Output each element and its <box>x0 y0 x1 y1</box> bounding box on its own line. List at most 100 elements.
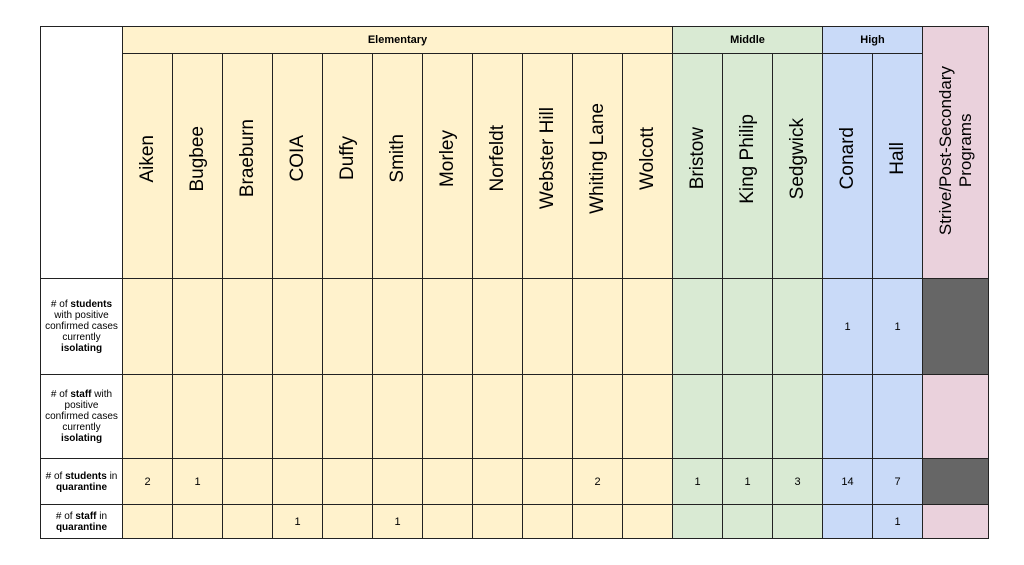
value-cell <box>322 504 373 539</box>
school-header-conard: Conard <box>822 53 873 279</box>
value-cell <box>672 374 723 459</box>
school-header-bristow: Bristow <box>672 53 723 279</box>
value-cell: 1 <box>822 278 873 375</box>
programs-cell <box>922 374 989 459</box>
school-label: King Philip <box>736 113 758 204</box>
value-cell <box>472 278 523 375</box>
school-header-wolcott: Wolcott <box>622 53 673 279</box>
value-cell: 1 <box>872 504 923 539</box>
school-header-aiken: Aiken <box>122 53 173 279</box>
value-cell: 1 <box>172 458 223 505</box>
row-label-part: in <box>99 510 108 522</box>
row-label-part: with positive confirmed cases currently <box>45 389 118 433</box>
school-header-morley: Morley <box>422 53 473 279</box>
value-cell <box>822 374 873 459</box>
value-cell: 2 <box>572 458 623 505</box>
school-label: Bristow <box>686 127 708 190</box>
value-cell <box>422 278 473 375</box>
school-label: Hall <box>886 142 908 175</box>
value-cell <box>322 458 373 505</box>
school-header-hall: Hall <box>872 53 923 279</box>
value-cell <box>472 504 523 539</box>
table-row: # of students in quarantine 2 1 2 1 1 3 14 7 <box>40 458 989 505</box>
value-cell <box>322 278 373 375</box>
value-cell <box>172 374 223 459</box>
school-header-sedgwick: Sedgwick <box>772 53 823 279</box>
school-label: Braeburn <box>236 119 258 198</box>
value-cell: 14 <box>822 458 873 505</box>
group-header-elementary: Elementary <box>122 26 673 54</box>
value-cell <box>272 458 323 505</box>
value-cell <box>572 278 623 375</box>
school-label: Bugbee <box>186 125 208 192</box>
value-cell <box>722 374 773 459</box>
programs-header-label: Strive/Post-Secondary Programs <box>936 66 976 235</box>
school-header-whiting-lane: Whiting Lane <box>572 53 623 279</box>
row-label-part: students <box>70 299 113 310</box>
row-label-part: quarantine <box>55 521 108 533</box>
value-cell <box>522 374 573 459</box>
value-cell <box>222 374 273 459</box>
school-label: Whiting Lane <box>586 103 608 214</box>
value-cell <box>172 278 223 375</box>
school-header-duffy: Duffy <box>322 53 373 279</box>
value-cell <box>372 278 423 375</box>
value-cell: 1 <box>872 278 923 375</box>
value-cell: 1 <box>672 458 723 505</box>
value-cell: 2 <box>122 458 173 505</box>
value-cell <box>222 458 273 505</box>
corner-cell <box>40 26 123 279</box>
table-row: # of staff with positive confirmed cases… <box>40 374 989 459</box>
value-cell <box>422 458 473 505</box>
value-cell <box>522 458 573 505</box>
row-label-part: staff <box>75 510 97 522</box>
row-label-part: students <box>65 470 107 482</box>
row-label-part: # of <box>55 510 73 522</box>
value-cell <box>422 504 473 539</box>
value-cell <box>272 278 323 375</box>
table-row: # of students with positive confirmed ca… <box>40 278 989 375</box>
value-cell <box>422 374 473 459</box>
value-cell <box>672 278 723 375</box>
school-label: Conard <box>836 127 858 190</box>
programs-cell <box>922 504 989 539</box>
programs-label-line1: Strive/Post-Secondary <box>935 66 955 236</box>
school-header-norfeldt: Norfeldt <box>472 53 523 279</box>
value-cell <box>272 374 323 459</box>
value-cell <box>472 374 523 459</box>
school-label: Wolcott <box>636 126 658 190</box>
value-cell <box>572 374 623 459</box>
school-header-braeburn: Braeburn <box>222 53 273 279</box>
group-header-row: Elementary Middle High Strive/Post-Secondar… <box>40 26 989 279</box>
row-label-part: isolating <box>60 433 103 444</box>
value-cell <box>622 504 673 539</box>
value-cell: 1 <box>372 504 423 539</box>
value-cell <box>622 278 673 375</box>
row-label-part: isolating <box>60 343 103 354</box>
row-label-part: # of <box>50 299 68 310</box>
programs-label-line2: Programs <box>955 114 975 188</box>
value-cell <box>472 458 523 505</box>
school-label: Morley <box>436 129 458 187</box>
group-header-high: High <box>822 26 923 54</box>
school-header-webster-hill: Webster Hill <box>522 53 573 279</box>
school-label: Webster Hill <box>536 107 558 210</box>
row-label: # of staff with positive confirmed cases… <box>40 374 123 459</box>
school-label: Duffy <box>336 136 358 181</box>
value-cell <box>622 458 673 505</box>
value-cell <box>572 504 623 539</box>
value-cell: 3 <box>772 458 823 505</box>
value-cell <box>222 278 273 375</box>
value-cell <box>522 278 573 375</box>
school-header-bugbee: Bugbee <box>172 53 223 279</box>
row-label-part: in <box>109 470 118 482</box>
school-header-king-philip: King Philip <box>722 53 773 279</box>
value-cell <box>772 374 823 459</box>
row-label: # of staff in quarantine <box>40 504 123 539</box>
group-header-middle: Middle <box>672 26 823 54</box>
value-cell <box>722 504 773 539</box>
value-cell <box>122 278 173 375</box>
programs-cell-shaded <box>922 278 989 375</box>
value-cell: 7 <box>872 458 923 505</box>
value-cell: 1 <box>722 458 773 505</box>
